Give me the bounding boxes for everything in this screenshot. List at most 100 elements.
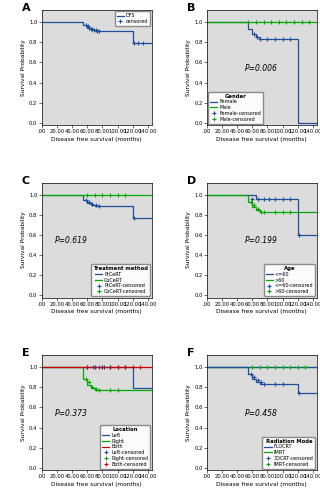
>60: [258, 209, 262, 215]
PtCeRT: [81, 196, 85, 202]
Male: [296, 19, 300, 25]
Line: Female: Female: [207, 22, 317, 123]
Right: [89, 386, 93, 392]
Left: [116, 364, 119, 370]
>60: [254, 206, 258, 212]
FLOCRT: [296, 390, 300, 396]
Y-axis label: Survival Probability: Survival Probability: [187, 39, 191, 96]
CoCeRT: [40, 192, 44, 198]
Line: Right: Right: [42, 367, 152, 390]
3DCRT: [205, 364, 209, 370]
Line: PtCeRT: PtCeRT: [42, 194, 152, 218]
PtCeRT: [131, 215, 135, 221]
IMRT: [205, 364, 209, 370]
Left: [81, 364, 85, 370]
PtCeRT: [129, 202, 133, 208]
Text: B: B: [187, 3, 195, 13]
Y-axis label: Survival Probability: Survival Probability: [21, 384, 26, 441]
<=60: [246, 192, 250, 198]
Text: F: F: [187, 348, 195, 358]
3DCRT: [296, 364, 300, 370]
Right: [150, 388, 154, 394]
Y-axis label: Survival Probability: Survival Probability: [21, 212, 26, 268]
PtCeRT: [85, 200, 89, 205]
Left: [129, 364, 133, 370]
Female: [294, 36, 298, 43]
FLOCRT: [281, 382, 284, 388]
Female: [296, 120, 300, 126]
PtCeRT: [40, 192, 44, 198]
DFS: [40, 19, 44, 25]
Text: P=0.373: P=0.373: [55, 408, 88, 418]
Legend: Left, Right, Both, Left-censored, Right-censored, Both-censored: Left, Right, Both, Left-censored, Right-…: [100, 426, 150, 469]
Female: [281, 36, 284, 43]
IMRT: [266, 364, 269, 370]
Line: DFS: DFS: [42, 22, 152, 44]
>60: [241, 192, 244, 198]
Text: P=0.619: P=0.619: [55, 236, 88, 245]
PtCeRT: [150, 215, 154, 221]
<=60: [254, 196, 258, 202]
Right: [97, 388, 100, 394]
X-axis label: Disease free survival (months): Disease free survival (months): [51, 482, 142, 487]
CoCeRT: [97, 192, 100, 198]
CoCeRT: [89, 192, 93, 198]
Text: E: E: [22, 348, 29, 358]
>60: [281, 209, 284, 215]
DFS: [93, 27, 97, 33]
>60: [262, 209, 266, 215]
3DCRT: [246, 364, 250, 370]
Right: [93, 388, 97, 394]
Both: [150, 364, 154, 370]
Legend: FLOCRT, IMRT, 3DCRT-censored, IMRT-censored: FLOCRT, IMRT, 3DCRT-censored, IMRT-censo…: [262, 436, 315, 468]
3DCRT: [281, 364, 284, 370]
Line: FLOCRT: FLOCRT: [207, 367, 317, 394]
<=60: [205, 192, 209, 198]
Y-axis label: Survival Probability: Survival Probability: [21, 39, 26, 96]
Both: [100, 364, 104, 370]
CoCeRT: [131, 192, 135, 198]
Legend: DFS, censored: DFS, censored: [115, 12, 150, 26]
FLOCRT: [205, 364, 209, 370]
<=60: [296, 232, 300, 238]
Legend: <=60, >60, <=60-censored, >60-censored: <=60, >60, <=60-censored, >60-censored: [264, 264, 315, 296]
FLOCRT: [258, 382, 262, 388]
Line: >60: >60: [207, 194, 317, 212]
X-axis label: Disease free survival (months): Disease free survival (months): [216, 310, 307, 314]
FLOCRT: [315, 390, 319, 396]
>60: [246, 198, 250, 204]
CoCeRT: [116, 192, 119, 198]
Text: P=0.006: P=0.006: [245, 64, 277, 72]
Male: [243, 19, 247, 25]
Legend: PtCeRT, CoCeRT, PtCeRT-censored, CoCeRT-censored: PtCeRT, CoCeRT, PtCeRT-censored, CoCeRT-…: [91, 264, 150, 296]
DFS: [92, 27, 96, 33]
<=60: [273, 196, 277, 202]
IMRT: [296, 364, 300, 370]
<=60: [281, 196, 284, 202]
3DCRT: [315, 364, 319, 370]
Text: D: D: [187, 176, 196, 186]
Male: [281, 19, 284, 25]
Text: P=0.199: P=0.199: [245, 236, 277, 245]
Both: [116, 364, 119, 370]
PtCeRT: [93, 202, 97, 208]
Left: [150, 386, 154, 392]
Female: [246, 26, 250, 32]
Both: [131, 364, 135, 370]
<=60: [315, 232, 319, 238]
>60: [250, 204, 254, 210]
DFS: [84, 22, 88, 28]
DFS: [81, 22, 85, 28]
CoCeRT: [150, 192, 154, 198]
Line: Left: Left: [42, 367, 152, 388]
Both: [81, 364, 85, 370]
Right: [40, 364, 44, 370]
>60: [315, 209, 319, 215]
Female: [254, 34, 258, 40]
X-axis label: Disease free survival (months): Disease free survival (months): [51, 310, 142, 314]
Both: [40, 364, 44, 370]
Female: [258, 36, 262, 43]
Female: [241, 19, 244, 25]
Male: [315, 19, 319, 25]
DFS: [87, 25, 91, 31]
